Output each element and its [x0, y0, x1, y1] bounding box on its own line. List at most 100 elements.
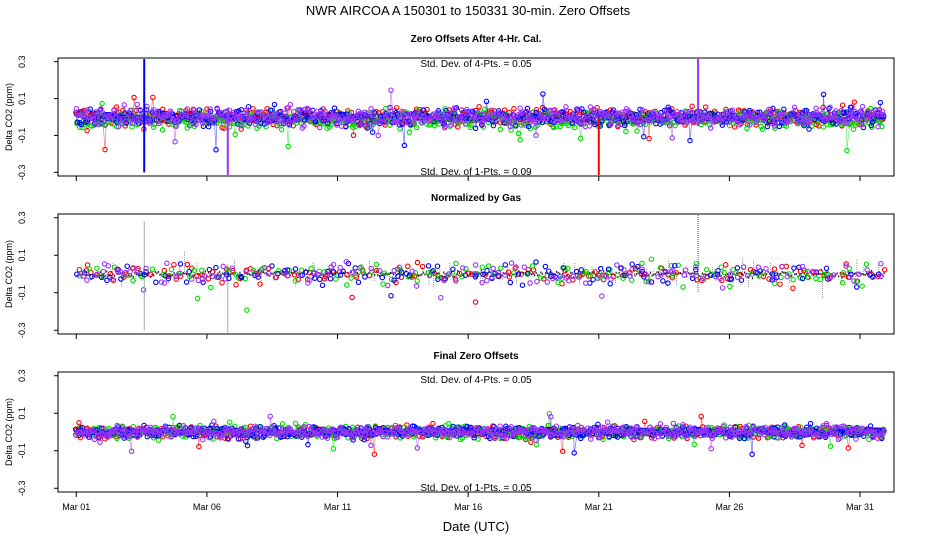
normalized-mark	[744, 271, 746, 274]
series-4-point	[543, 116, 550, 122]
series-2-point	[693, 260, 700, 267]
series-2-point	[175, 423, 182, 429]
series-4-point	[583, 280, 589, 286]
series-2-point	[778, 274, 784, 281]
normalized-mark	[91, 275, 94, 278]
normalized-mark	[88, 274, 91, 277]
normalized-mark	[537, 274, 539, 277]
series-4-point	[793, 114, 800, 121]
series-2-point	[292, 420, 299, 427]
normalized-mark	[747, 275, 749, 278]
normalized-mark	[192, 274, 194, 277]
series-3-point	[507, 279, 514, 286]
normalized-mark	[388, 272, 390, 275]
series-4-point	[207, 116, 214, 123]
normalized-mark	[101, 276, 103, 279]
series-1-point	[173, 276, 180, 282]
normalized-mark	[725, 274, 727, 277]
panel-2: Normalized by Gas Delta CO2 (ppm) 0.30.1…	[4, 193, 895, 339]
series-4-point	[385, 282, 391, 289]
series-1-point	[722, 262, 729, 268]
series-4-point	[846, 274, 853, 280]
series-2-point	[583, 269, 589, 275]
series-4-point	[117, 269, 124, 275]
normalized-mark	[146, 274, 149, 277]
series-4-point	[636, 112, 642, 118]
series-4-point	[308, 110, 314, 117]
series-1-point	[790, 285, 796, 292]
series-2-point	[86, 265, 93, 272]
series-2-point	[368, 269, 375, 275]
series-4-point	[301, 123, 307, 129]
normalized-mark	[722, 271, 724, 274]
series-4-point	[459, 265, 466, 271]
series-4-point	[720, 119, 727, 126]
series-2-point	[840, 270, 847, 276]
series-1-point	[642, 418, 648, 425]
panel-1-y-ticks: 0.30.1-0.1-0.3	[17, 55, 58, 180]
normalized-mark	[226, 272, 228, 275]
series-4-point	[366, 124, 373, 130]
series-3-point	[573, 268, 580, 275]
series-4-point	[717, 275, 723, 282]
series-4-point	[507, 123, 514, 130]
series-3-point	[738, 277, 745, 283]
series-4-point	[490, 265, 496, 272]
series-2-point	[721, 269, 727, 276]
series-3-point	[319, 282, 326, 289]
series-3-point	[282, 267, 288, 274]
series-4-point	[761, 116, 768, 123]
series-4-point	[187, 113, 194, 120]
series-4-point	[563, 104, 569, 110]
series-2-point	[463, 266, 469, 272]
series-4-point	[472, 262, 479, 268]
normalized-mark	[657, 271, 660, 274]
normalized-mark	[247, 273, 249, 276]
series-4-point	[531, 119, 538, 125]
series-2-point	[497, 265, 504, 272]
normalized-mark	[690, 272, 692, 275]
series-2-point	[445, 420, 452, 427]
series-4-point	[521, 264, 528, 270]
normalized-mark	[665, 271, 667, 274]
normalized-mark	[850, 271, 852, 274]
series-4-point	[409, 268, 415, 275]
series-4-point	[316, 271, 322, 278]
series-4-point	[84, 107, 91, 113]
series-3-point	[592, 121, 598, 128]
series-1-point	[196, 443, 202, 450]
series-4-point	[540, 115, 546, 122]
series-2-point	[279, 421, 286, 427]
normalized-mark	[438, 272, 440, 275]
series-1-point	[194, 273, 200, 279]
series-1-point	[84, 127, 90, 134]
panel-1-annotation-top: Std. Dev. of 4-Pts. = 0.05	[420, 59, 532, 70]
series-4-point	[550, 118, 557, 125]
series-3-point	[312, 275, 318, 281]
panel-2-title: Normalized by Gas	[431, 193, 521, 204]
normalized-mark	[831, 274, 834, 277]
normalized-mark	[331, 274, 333, 277]
series-4-point	[662, 269, 669, 276]
normalized-mark	[555, 270, 558, 273]
normalized-mark	[562, 272, 564, 275]
series-4-point	[550, 107, 557, 114]
y-tick-label: -0.3	[17, 322, 27, 338]
normalized-mark	[601, 272, 603, 275]
series-1-point	[76, 420, 82, 426]
series-4-point	[396, 264, 403, 271]
series-4-point	[707, 125, 714, 131]
series-2-point	[657, 264, 664, 271]
series-4-point	[804, 268, 811, 275]
normalized-mark	[838, 275, 840, 278]
series-3-point	[542, 263, 549, 270]
series-2-point	[129, 124, 135, 130]
series-3-point	[420, 107, 426, 113]
normalized-mark	[538, 274, 540, 277]
normalized-mark	[717, 273, 719, 276]
series-4-point	[716, 114, 722, 120]
series-3-point	[502, 262, 509, 268]
series-1-point	[349, 294, 355, 301]
series-4-point	[172, 138, 178, 145]
series-3-point	[379, 274, 386, 281]
